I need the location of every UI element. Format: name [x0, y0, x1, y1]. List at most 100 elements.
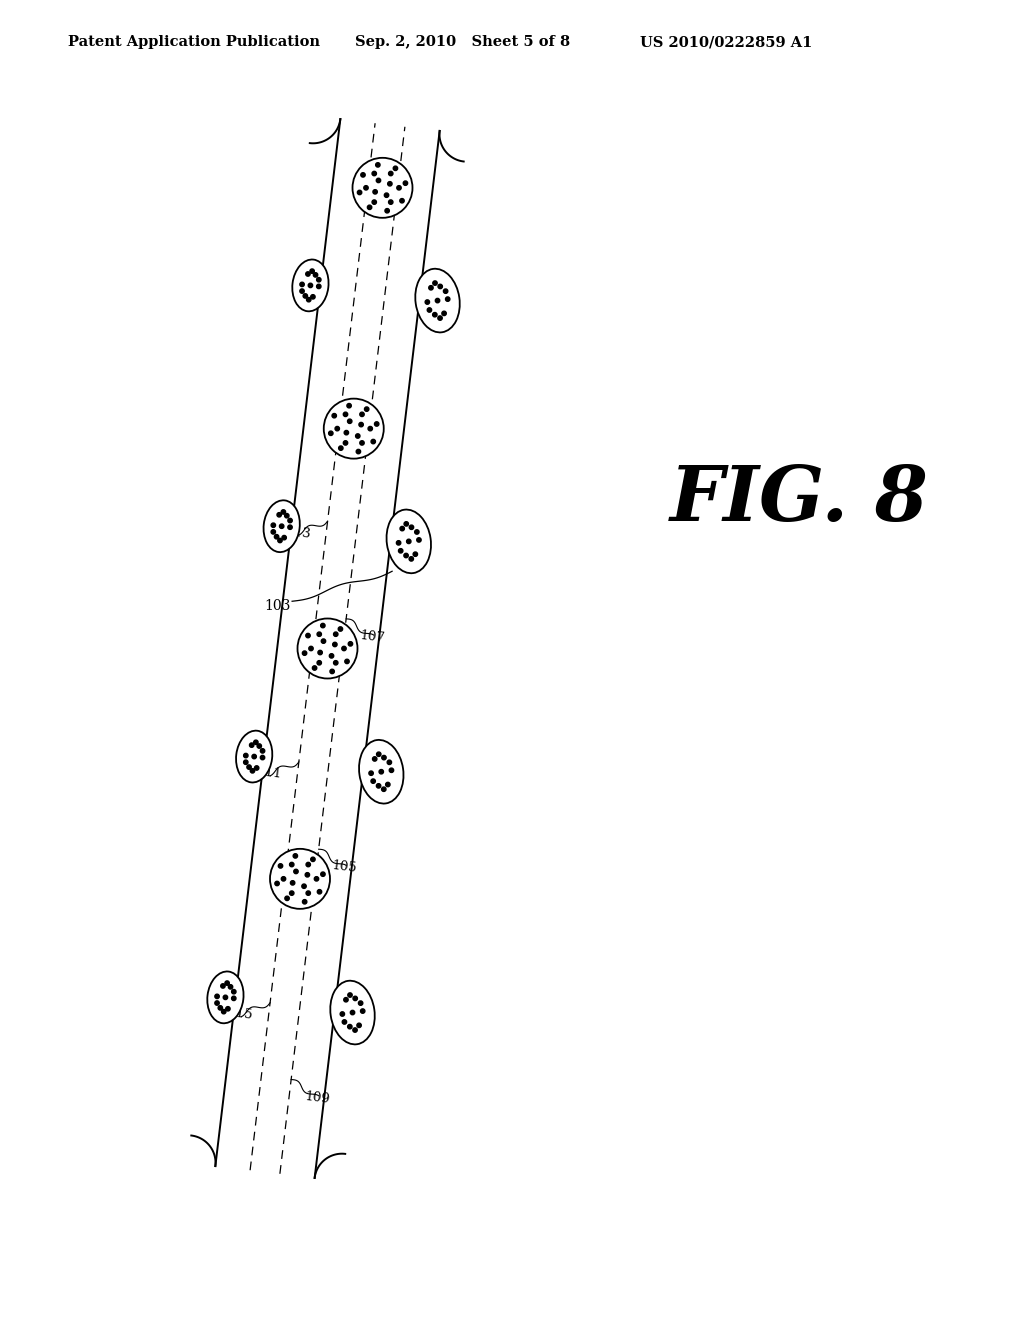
Circle shape: [425, 300, 429, 304]
Circle shape: [244, 754, 248, 758]
Ellipse shape: [359, 741, 403, 804]
Circle shape: [293, 854, 298, 858]
Circle shape: [221, 1010, 226, 1014]
Circle shape: [313, 273, 317, 277]
Circle shape: [377, 752, 381, 756]
Circle shape: [306, 634, 310, 638]
Circle shape: [252, 754, 256, 759]
Circle shape: [396, 541, 400, 545]
Circle shape: [372, 199, 377, 205]
Circle shape: [343, 412, 348, 417]
Circle shape: [271, 529, 275, 535]
Circle shape: [308, 284, 312, 288]
Circle shape: [417, 537, 421, 543]
Circle shape: [300, 282, 304, 286]
Circle shape: [231, 990, 236, 994]
Circle shape: [225, 981, 229, 985]
Circle shape: [260, 755, 265, 760]
Text: FIG. 8: FIG. 8: [670, 463, 929, 537]
Circle shape: [300, 289, 304, 293]
Circle shape: [347, 404, 351, 408]
Circle shape: [347, 418, 352, 424]
Circle shape: [355, 434, 360, 438]
Circle shape: [333, 643, 337, 647]
Circle shape: [302, 651, 307, 655]
Circle shape: [433, 281, 437, 285]
Ellipse shape: [331, 981, 375, 1044]
Text: US 2010/0222859 A1: US 2010/0222859 A1: [640, 36, 812, 49]
Circle shape: [282, 510, 286, 515]
Circle shape: [321, 623, 325, 628]
Circle shape: [353, 997, 357, 1001]
Circle shape: [364, 186, 369, 190]
Circle shape: [310, 269, 314, 273]
Circle shape: [260, 748, 265, 754]
Text: 111: 111: [256, 766, 283, 781]
Circle shape: [356, 449, 360, 454]
Circle shape: [344, 430, 348, 434]
Circle shape: [302, 899, 307, 904]
Text: 113: 113: [285, 525, 311, 541]
Circle shape: [368, 205, 372, 210]
Circle shape: [306, 891, 310, 895]
Circle shape: [250, 768, 255, 774]
Text: 103: 103: [264, 599, 290, 614]
Circle shape: [302, 884, 306, 888]
Circle shape: [348, 642, 352, 645]
Circle shape: [225, 1007, 230, 1011]
Circle shape: [274, 535, 279, 539]
Circle shape: [382, 787, 386, 792]
Circle shape: [342, 647, 346, 651]
Ellipse shape: [237, 731, 272, 783]
Circle shape: [404, 521, 409, 527]
Circle shape: [415, 529, 419, 535]
Circle shape: [435, 298, 439, 302]
Circle shape: [279, 863, 283, 869]
Circle shape: [375, 422, 379, 426]
Circle shape: [379, 770, 383, 774]
Circle shape: [330, 669, 335, 673]
Circle shape: [290, 891, 294, 895]
Circle shape: [231, 997, 236, 1001]
Circle shape: [398, 549, 402, 553]
Circle shape: [330, 653, 334, 659]
Circle shape: [298, 619, 357, 678]
Circle shape: [316, 277, 321, 282]
Circle shape: [343, 441, 348, 445]
Circle shape: [294, 870, 298, 874]
Circle shape: [316, 284, 321, 289]
Circle shape: [306, 297, 311, 302]
Circle shape: [353, 1028, 357, 1032]
Circle shape: [410, 525, 414, 529]
Circle shape: [215, 1001, 219, 1006]
Ellipse shape: [292, 260, 329, 312]
Circle shape: [221, 983, 225, 989]
Circle shape: [338, 627, 343, 631]
Circle shape: [306, 272, 310, 276]
Circle shape: [303, 294, 307, 298]
Circle shape: [276, 512, 282, 517]
Circle shape: [385, 209, 389, 213]
Circle shape: [291, 880, 295, 886]
Circle shape: [350, 1010, 354, 1015]
Circle shape: [438, 315, 442, 321]
Ellipse shape: [386, 510, 431, 573]
Circle shape: [369, 771, 374, 775]
Circle shape: [317, 660, 322, 665]
Circle shape: [342, 1020, 347, 1024]
Circle shape: [322, 639, 326, 643]
Circle shape: [399, 198, 404, 203]
Circle shape: [388, 199, 393, 205]
Circle shape: [274, 882, 280, 886]
Circle shape: [218, 1006, 222, 1010]
Circle shape: [384, 193, 389, 198]
Ellipse shape: [263, 500, 300, 552]
Circle shape: [321, 873, 326, 876]
Circle shape: [359, 412, 365, 417]
Circle shape: [407, 539, 411, 544]
Circle shape: [288, 519, 292, 523]
Circle shape: [388, 182, 392, 186]
Circle shape: [288, 525, 292, 529]
Circle shape: [270, 849, 330, 909]
Circle shape: [376, 162, 380, 168]
